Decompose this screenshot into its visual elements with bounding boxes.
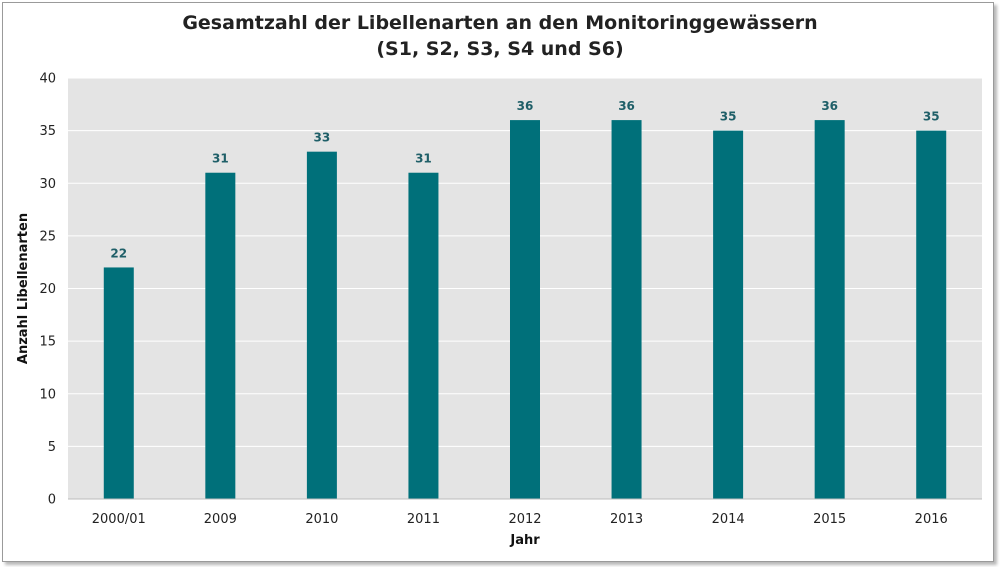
bar-value-label: 31 [212,152,229,166]
y-tick-label: 10 [39,387,56,402]
bars [103,120,947,500]
data-labels: 22 31 33 31 36 36 35 36 35 [110,99,939,260]
bar-value-label: 36 [517,99,534,113]
x-tick-label: 2016 [915,512,948,527]
y-axis-ticks: 0 5 10 15 20 25 30 35 40 [39,72,56,508]
y-tick-label: 0 [48,493,56,508]
x-tick-label: 2000/01 [92,512,146,527]
y-tick-label: 25 [39,229,56,244]
y-tick-label: 30 [39,177,56,192]
bar [814,120,845,499]
y-tick-label: 40 [39,72,56,87]
bar-value-label: 36 [821,99,838,113]
x-tick-label: 2012 [508,512,541,527]
bar [510,120,540,499]
x-axis-label: Jahr [509,533,540,548]
x-tick-label: 2013 [610,512,643,527]
bar [611,120,642,499]
bar [306,151,337,500]
y-axis-label: Anzahl Libellenarten [16,213,31,364]
bar-value-label: 36 [618,99,635,113]
bar [713,130,744,499]
x-axis-ticks: 2000/01 2009 2010 2011 2012 2013 2014 2015 2016 [92,512,948,527]
x-tick-label: 2015 [813,512,846,527]
bar-value-label: 33 [314,131,331,145]
y-tick-label: 5 [48,440,56,455]
chart-subtitle: (S1, S2, S3, S4 und S6) [376,38,624,60]
chart-title: Gesamtzahl der Libellenarten an den Moni… [182,12,818,34]
y-tick-label: 20 [39,282,56,297]
x-tick-label: 2009 [204,512,237,527]
x-tick-label: 2011 [407,512,440,527]
bar [205,172,236,499]
x-tick-label: 2010 [305,512,338,527]
bar-value-label: 35 [720,110,737,124]
bar-value-label: 22 [110,246,127,260]
y-tick-label: 35 [39,124,56,139]
bar [103,267,134,499]
bar-value-label: 35 [923,110,940,124]
y-tick-label: 15 [39,335,56,350]
x-tick-label: 2014 [712,512,745,527]
bar-value-label: 31 [415,152,432,166]
bar [916,130,947,499]
bar [408,172,439,499]
